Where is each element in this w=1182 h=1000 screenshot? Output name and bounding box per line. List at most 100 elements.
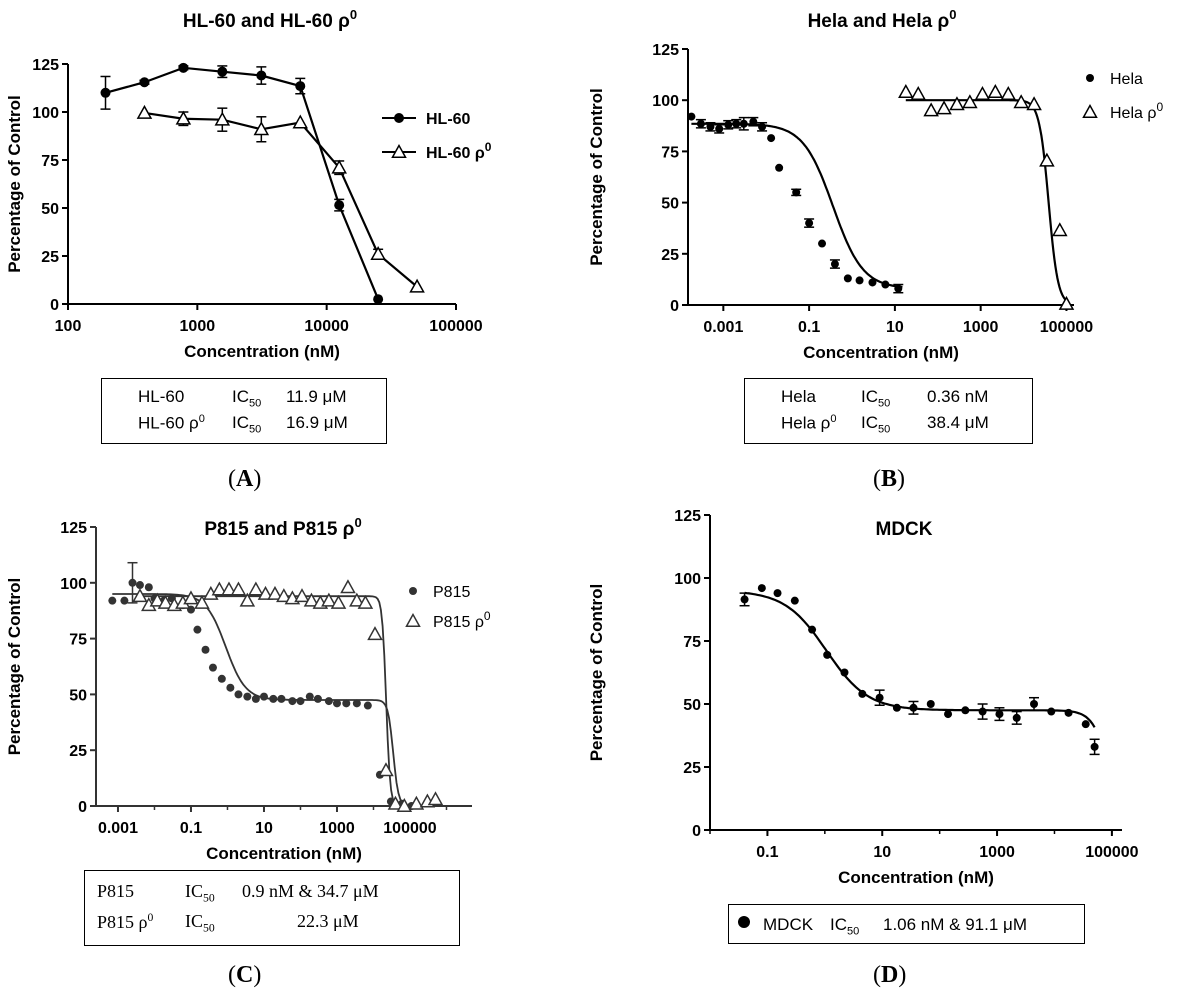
ic-sub: 50 — [847, 925, 860, 938]
ic-sub: 50 — [878, 397, 891, 410]
data-point — [1039, 152, 1055, 167]
data-point — [843, 274, 852, 283]
data-point — [183, 590, 199, 605]
legend-label: P815 — [433, 584, 470, 601]
legend-label: HL-60 ρ0 — [426, 140, 492, 162]
x-tick-label: 0.1 — [180, 820, 202, 837]
ic-label: IC — [232, 413, 249, 432]
data-point — [149, 592, 166, 607]
data-point — [324, 697, 333, 706]
data-point — [269, 694, 278, 703]
x-axis-label: Concentration (nM) — [803, 343, 959, 362]
data-point — [363, 701, 372, 710]
data-point — [949, 96, 965, 111]
y-tick-label: 50 — [41, 201, 59, 218]
data-point — [974, 86, 991, 101]
y-tick-label: 125 — [60, 520, 87, 537]
legend-marker — [1086, 74, 1094, 82]
ic50-row-a2: HL-60 ρ0 — [138, 413, 205, 434]
panel-label-c: (C) — [228, 962, 262, 988]
data-point — [267, 585, 283, 600]
data-point — [256, 70, 267, 81]
data-point — [257, 585, 274, 600]
data-point — [139, 77, 150, 88]
y-tick-label: 25 — [69, 743, 87, 760]
data-point — [1026, 96, 1042, 111]
series-line — [144, 111, 418, 288]
y-tick-label: 75 — [683, 634, 701, 651]
data-point — [217, 66, 228, 77]
data-point — [211, 581, 228, 596]
data-point — [855, 276, 864, 285]
cell-name: P815 — [97, 881, 135, 901]
ic50-row-c1-value: 0.9 nM & 34.7 μM — [242, 881, 379, 902]
ic-label: IC — [232, 387, 249, 406]
data-point — [409, 278, 425, 293]
data-point — [128, 578, 137, 587]
data-point — [136, 104, 153, 119]
ic-label: IC — [830, 915, 847, 934]
ic50-row-b2-value: 38.4 μM — [927, 413, 989, 433]
data-point — [296, 697, 305, 706]
x-tick-label: 100000 — [383, 820, 436, 837]
x-tick-label: 1000 — [963, 319, 999, 336]
ic50-value: 22.3 μM — [297, 911, 359, 931]
data-point — [201, 645, 210, 654]
ic50-row-c2-ic: IC50 — [185, 911, 215, 935]
data-point — [1030, 700, 1039, 708]
y-tick-label: 0 — [692, 823, 701, 840]
y-tick-label: 75 — [41, 153, 59, 170]
data-point — [715, 124, 724, 133]
data-point — [370, 246, 386, 261]
data-point — [234, 690, 243, 699]
data-point — [987, 83, 1004, 98]
series-1 — [136, 104, 425, 293]
data-point — [1058, 295, 1075, 310]
ic50-row-b2-ic: IC50 — [861, 413, 890, 435]
chart-b-title: Hela and Hela ρ0 — [808, 7, 957, 32]
data-point — [808, 625, 817, 634]
fit-curve — [905, 99, 1068, 302]
data-point — [157, 594, 174, 609]
cell-name: Hela ρ — [781, 413, 831, 433]
data-point — [1047, 707, 1056, 716]
cell-sup: 0 — [830, 413, 837, 425]
data-point — [749, 117, 758, 126]
data-point — [208, 663, 217, 672]
data-point — [868, 278, 877, 287]
cell-name: MDCK — [763, 915, 814, 934]
ic50-box-c: P815 IC50 0.9 nM & 34.7 μM P815 ρ0 IC50 … — [84, 870, 460, 946]
data-point — [961, 706, 970, 715]
series-1 — [132, 579, 444, 812]
chart-b: Hela and Hela ρ0 0 25 50 75 100 125 0.001 0.1 10… — [587, 7, 1163, 362]
data-point — [881, 280, 890, 289]
ic50-box-a: HL-60 IC50 11.9 μM HL-60 ρ0 IC50 16.9 μM — [101, 378, 387, 444]
x-tick-label: 0.1 — [798, 319, 820, 336]
x-axis-label: Concentration (nM) — [184, 342, 340, 361]
legend-label: Hela ρ0 — [1110, 100, 1163, 122]
data-point — [724, 120, 733, 129]
y-tick-label: 50 — [683, 697, 701, 714]
data-point — [277, 694, 286, 703]
ic-sub: 50 — [249, 397, 262, 410]
y-axis-label: Percentage of Control — [587, 584, 606, 762]
data-point — [132, 588, 148, 603]
data-point — [295, 81, 306, 92]
ic50-box-d: MDCK IC50 1.06 nM & 91.1 μM — [728, 904, 1085, 944]
ic50-row-b1: Hela — [781, 387, 816, 407]
data-point — [108, 596, 117, 605]
data-point — [739, 119, 748, 128]
data-point — [313, 694, 322, 703]
x-tick-label: 0.001 — [703, 319, 743, 336]
data-point — [342, 699, 351, 708]
data-point — [396, 797, 413, 812]
data-point — [995, 710, 1004, 719]
data-point — [936, 100, 952, 115]
data-point — [1012, 713, 1021, 722]
data-point — [823, 650, 832, 659]
legend-marker — [409, 587, 417, 595]
data-point — [926, 700, 935, 708]
x-tick-label: 10 — [255, 820, 273, 837]
ic50-row-d1: MDCK — [763, 915, 813, 935]
x-tick-label: 100000 — [1085, 844, 1138, 861]
